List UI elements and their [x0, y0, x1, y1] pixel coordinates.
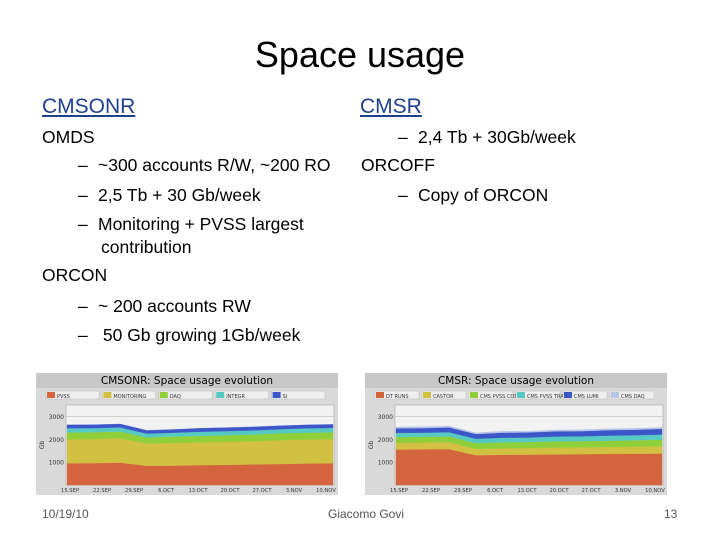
- legend-swatch: [423, 392, 431, 398]
- legend-box: [468, 390, 514, 400]
- cmsonr-heading: CMSONR: [42, 95, 136, 118]
- orcon-bullet-accounts: – ~ 200 accounts RW: [78, 296, 251, 316]
- x-tick-label: 6.OCT: [487, 488, 504, 494]
- legend-swatch: [159, 392, 168, 398]
- legend-label: SI: [283, 394, 288, 400]
- x-tick-label: 27.OCT: [581, 488, 601, 494]
- legend-box: [45, 390, 100, 400]
- legend-box: [374, 390, 420, 400]
- legend-swatch: [376, 392, 384, 398]
- orcoff-bullet-copy: – Copy of ORCON: [398, 185, 549, 205]
- legend-swatch: [272, 392, 281, 398]
- y-tick-label: 2000: [49, 437, 64, 444]
- legend-box: [609, 390, 655, 400]
- legend-label: CMS DAQ: [621, 394, 645, 400]
- chart-title-bar: [36, 373, 338, 388]
- x-tick-label: 13.OCT: [517, 488, 537, 494]
- x-tick-label: 13.OCT: [188, 488, 208, 494]
- x-tick-label: 6.OCT: [158, 488, 175, 494]
- series-area: [66, 462, 334, 486]
- x-tick-label: 20.OCT: [220, 488, 240, 494]
- legend-swatch: [517, 392, 525, 398]
- y-axis-label: Gb: [39, 441, 46, 450]
- legend-swatch: [47, 392, 55, 398]
- omds-bullet-size: –2,5 Tb + 30 Gb/week: [78, 185, 261, 205]
- y-tick-label: 1000: [49, 460, 64, 467]
- cmsr-heading: CMSR: [360, 95, 422, 118]
- legend-box: [562, 390, 608, 400]
- legend-swatch: [103, 392, 112, 398]
- y-tick-label: 2000: [378, 437, 393, 444]
- legend-label: DT RUNS: [386, 394, 409, 400]
- omds-bullet-monitoring: – Monitoring + PVSS largest: [78, 214, 304, 234]
- legend-label: CMS PVSS COND: [480, 394, 522, 400]
- x-tick-label: 10.NOV: [316, 488, 336, 494]
- legend-label: CMS PVSS TRACKER: [527, 394, 578, 400]
- y-tick-label: 3000: [49, 414, 64, 421]
- x-tick-label: 10.NOV: [645, 488, 665, 494]
- omds-bullet-accounts: – ~300 accounts R/W, ~200 RO: [78, 155, 331, 175]
- legend-label: CMS LUMI: [574, 394, 599, 400]
- legend-box: [421, 390, 467, 400]
- x-tick-label: 20.OCT: [549, 488, 569, 494]
- x-tick-label: 27.OCT: [252, 488, 272, 494]
- footer-author: Giacomo Govi: [328, 507, 405, 521]
- footer-date: 10/19/10: [42, 507, 89, 521]
- legend-box: [271, 390, 326, 400]
- legend-swatch: [564, 392, 572, 398]
- legend-label: CASTOR: [433, 394, 454, 400]
- omds-bullet-monitoring-cont: contribution: [101, 237, 192, 257]
- y-tick-label: 3000: [378, 414, 393, 421]
- x-tick-label: 22.SEP: [93, 488, 111, 494]
- chart-title: CMSONR: Space usage evolution: [101, 375, 273, 387]
- y-tick-label: 1000: [378, 460, 393, 467]
- cmsr-bullet-size: –2,4 Tb + 30Gb/week: [398, 127, 576, 147]
- legend-label: INTEGR: [226, 394, 245, 400]
- series-area: [66, 423, 334, 434]
- legend-swatch: [611, 392, 619, 398]
- legend-swatch: [216, 392, 225, 398]
- legend-swatch: [470, 392, 478, 398]
- x-tick-label: 29.SEP: [454, 488, 472, 494]
- legend-label: DAQ: [170, 394, 181, 400]
- legend-label: PVSS: [57, 394, 70, 400]
- legend-label: MONITORING: [113, 394, 146, 400]
- orcoff-label: ORCOFF: [361, 155, 435, 175]
- series-area: [66, 438, 334, 466]
- footer-page-number: 13: [664, 507, 678, 521]
- orcon-bullet-growth: – 50 Gb growing 1Gb/week: [78, 325, 301, 345]
- chart-title-bar: [365, 373, 667, 388]
- series-area: [395, 425, 663, 435]
- x-tick-label: 3.NOV: [615, 488, 632, 494]
- legend-box: [158, 390, 213, 400]
- chart-title: CMSR: Space usage evolution: [438, 375, 594, 387]
- omds-label: OMDS: [42, 127, 95, 147]
- cmsr-space-chart: CMSR: Space usage evolution DT RUNS CASTOR…: [365, 373, 667, 495]
- x-tick-label: 29.SEP: [125, 488, 143, 494]
- slide-title: Space usage: [254, 34, 466, 75]
- legend-box: [214, 390, 269, 400]
- x-tick-label: 15.SEP: [61, 488, 79, 494]
- x-tick-label: 15.SEP: [390, 488, 408, 494]
- x-tick-label: 3.NOV: [286, 488, 303, 494]
- cmsonr-space-chart: CMSONR: Space usage evolution PVSS MONITOR…: [36, 373, 338, 495]
- x-tick-label: 22.SEP: [422, 488, 440, 494]
- legend-box: [515, 390, 561, 400]
- y-axis-label: Gb: [368, 441, 375, 450]
- orcon-label: ORCON: [42, 265, 108, 285]
- legend-box: [102, 390, 157, 400]
